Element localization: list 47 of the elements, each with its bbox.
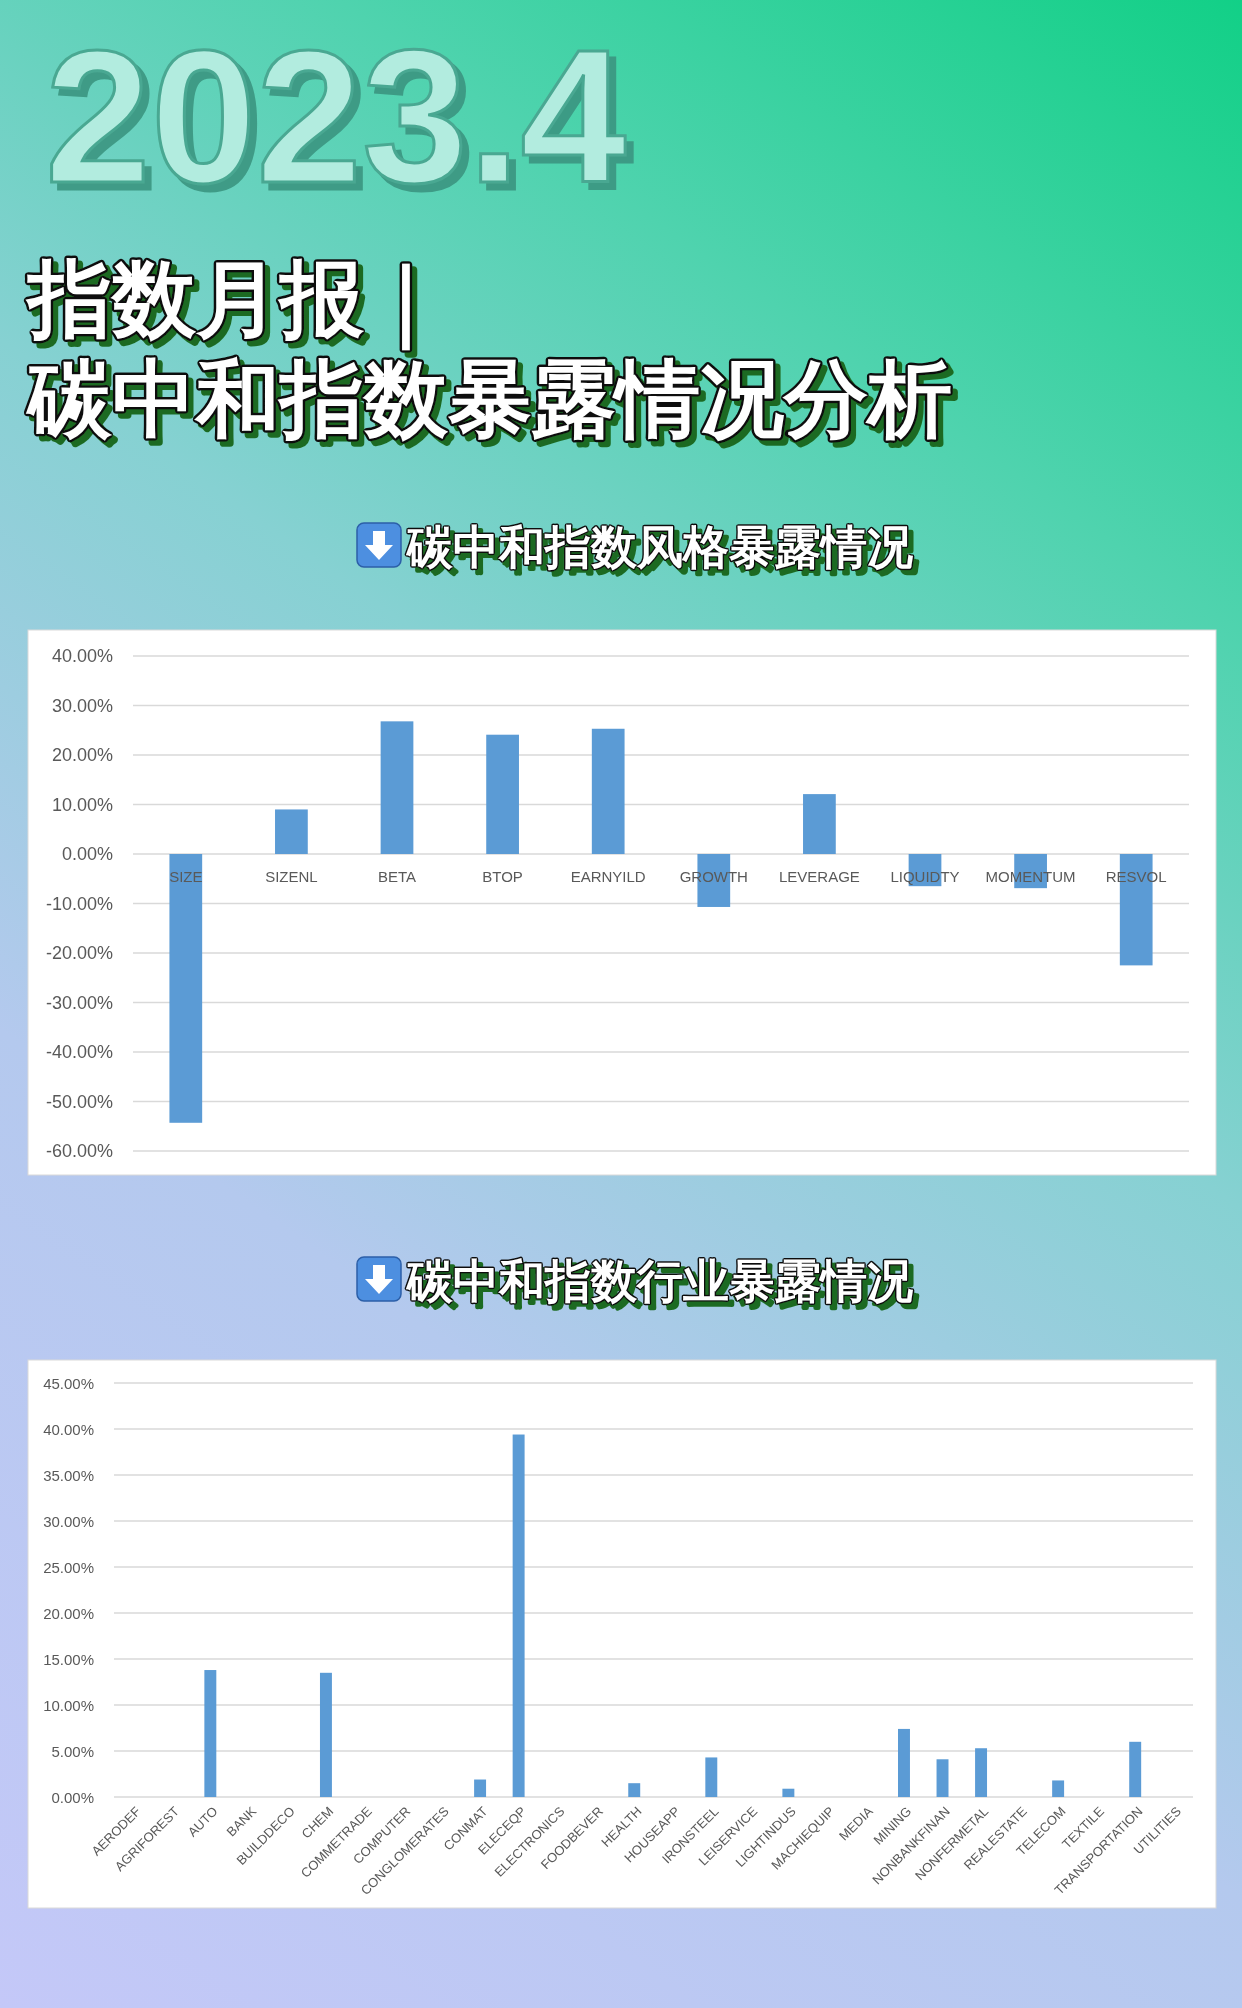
text: 指数月报｜	[25, 250, 446, 351]
y-tick-label: 25.00%	[43, 1558, 94, 1576]
bar	[705, 1757, 718, 1797]
y-tick-label: 10.00%	[51, 794, 113, 815]
y-tick-label: 20.00%	[51, 745, 113, 765]
y-tick-label: 30.00%	[43, 1512, 94, 1530]
y-tick-label: 10.00%	[43, 1696, 94, 1714]
y-tick-label: -60.00%	[45, 1141, 113, 1161]
y-tick-label: -50.00%	[45, 1091, 113, 1112]
bar	[169, 854, 203, 1123]
bar	[591, 728, 625, 854]
bar	[1052, 1780, 1065, 1797]
x-tick-label: SIZENL	[265, 867, 318, 885]
bar	[275, 809, 308, 854]
y-tick-label: -20.00%	[45, 943, 113, 963]
x-tick-label: BETA	[377, 867, 417, 885]
y-tick-label: 40.00%	[51, 646, 113, 666]
bar	[936, 1759, 949, 1797]
x-tick-label: EARNYILD	[570, 867, 646, 885]
y-tick-label: 5.00%	[51, 1742, 94, 1760]
y-tick-label: 45.00%	[43, 1374, 94, 1392]
text: 2023.4	[45, 10, 627, 222]
x-tick-label: SIZE	[169, 867, 203, 885]
y-tick-label: 15.00%	[43, 1650, 94, 1668]
y-tick-label: -10.00%	[45, 893, 113, 914]
y-tick-label: 0.00%	[51, 1788, 94, 1806]
y-tick-label: 35.00%	[43, 1466, 94, 1484]
y-tick-label: 20.00%	[43, 1604, 94, 1622]
y-tick-label: -40.00%	[45, 1042, 113, 1062]
bar	[1129, 1741, 1142, 1797]
bar	[898, 1728, 910, 1797]
y-tick-label: -30.00%	[45, 992, 113, 1013]
y-tick-label: 30.00%	[51, 695, 113, 716]
bar	[628, 1783, 641, 1797]
bar	[803, 794, 836, 854]
y-tick-label: 40.00%	[43, 1420, 94, 1438]
y-tick-label: 0.00%	[61, 844, 113, 864]
bar	[782, 1788, 795, 1797]
bar	[486, 734, 519, 854]
bar	[512, 1434, 525, 1797]
bar	[319, 1672, 332, 1797]
bar	[975, 1748, 988, 1797]
bar	[204, 1670, 217, 1797]
bar	[380, 721, 414, 854]
x-tick-label: BTOP	[482, 867, 523, 885]
x-tick-label: LEVERAGE	[778, 867, 860, 885]
bar	[474, 1779, 487, 1797]
